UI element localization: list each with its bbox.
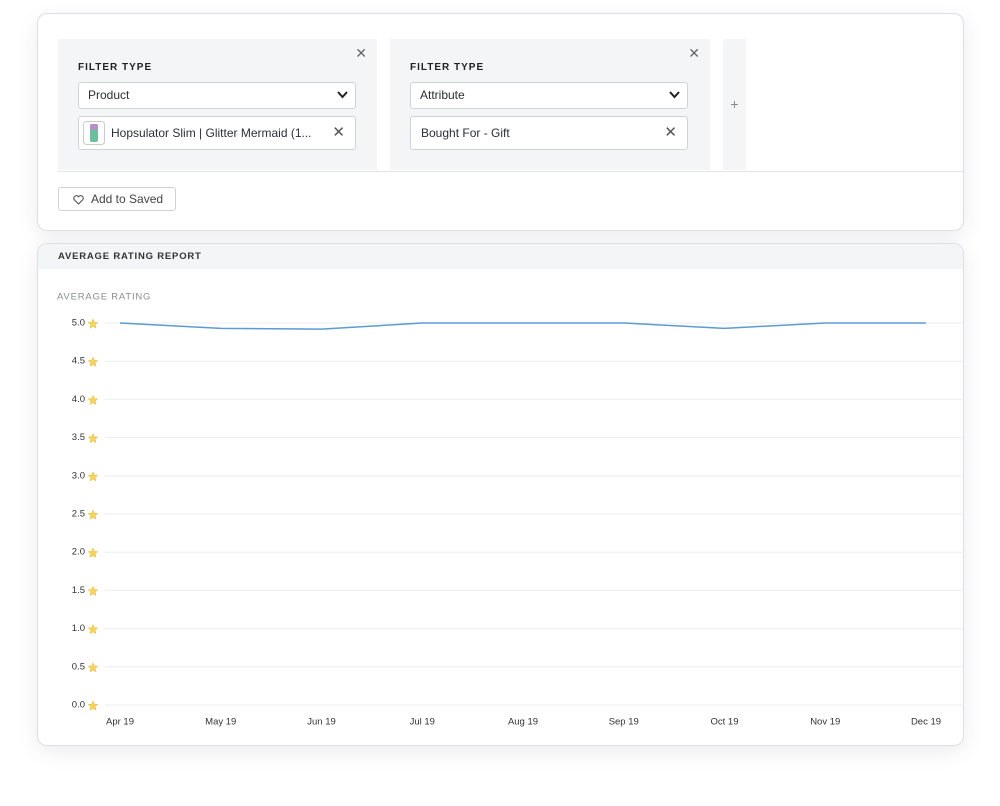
y-tick-label: 0.0 [72,700,85,711]
star-icon [87,356,99,367]
x-tick-label: Dec 19 [911,717,941,728]
filter-select[interactable]: Product [78,82,356,109]
x-tick-label: Sep 19 [609,717,639,728]
star-icon [87,662,99,673]
report-title: AVERAGE RATING REPORT [38,244,963,269]
y-tick-label: 2.5 [72,509,85,520]
select-text: Attribute [420,88,465,102]
close-button[interactable]: ✕ [355,45,367,61]
y-tick-label: 4.5 [72,356,85,367]
y-tick-label: 1.0 [72,623,85,634]
close-button[interactable]: ✕ [688,45,700,61]
remove-button[interactable]: ✕ [664,124,677,141]
y-tick-label: 0.5 [72,661,85,672]
x-tick-label: May 19 [205,717,236,728]
star-icon [87,471,99,482]
x-tick-label: Jun 19 [307,717,336,728]
divider [58,171,963,172]
chevron [337,91,348,99]
value-text: Hopsulator Slim | Glitter Mermaid (1... [111,126,312,140]
star-icon [87,623,99,635]
add-filter-button[interactable]: + [723,39,746,170]
filter-label: FILTER TYPE [78,62,153,73]
heart-icon [73,195,84,205]
filter-value: Hopsulator Slim | Glitter Mermaid (1... … [78,116,356,150]
remove-button[interactable]: ✕ [332,124,345,141]
data-line [119,322,926,330]
x-tick-label: Oct 19 [711,717,739,728]
y-tick-label: 4.0 [72,394,85,405]
star-icon [87,394,99,405]
star-icon [87,585,99,596]
filter-card: FILTER TYPE ✕ Attribute Bought For - Gif… [390,39,710,170]
button-text: Add to Saved [91,192,164,206]
x-tick-label: Aug 19 [508,717,538,728]
x-tick-label: Jul 19 [410,717,435,728]
value-text: Bought For - Gift [421,126,510,140]
y-tick-label: 3.0 [72,470,85,481]
select-text: Product [88,88,130,102]
y-tick-label: 3.5 [72,432,85,443]
filter-value: Bought For - Gift ✕ [410,116,688,150]
filter-select[interactable]: Attribute [410,82,688,109]
y-axis-label: AVERAGE RATING [57,292,151,303]
filter-card: FILTER TYPE ✕ Product Hopsulator Slim | … [58,39,377,170]
star-icon [87,318,99,329]
star-icon [87,547,99,558]
save-button[interactable]: Add to Saved [58,187,176,211]
y-tick-label: 1.5 [72,585,85,596]
star-icon [87,432,99,444]
chevron [669,91,680,99]
x-tick-label: Nov 19 [810,717,840,728]
x-tick-label: Apr 19 [106,717,134,728]
star-icon [87,509,99,520]
y-tick-label: 2.0 [72,547,85,558]
star-icon [87,700,99,711]
y-tick-label: 5.0 [72,318,85,329]
product-thumbnail [83,121,105,145]
filter-panel: FILTER TYPE ✕ Product Hopsulator Slim | … [37,13,964,231]
filter-label: FILTER TYPE [410,62,485,73]
